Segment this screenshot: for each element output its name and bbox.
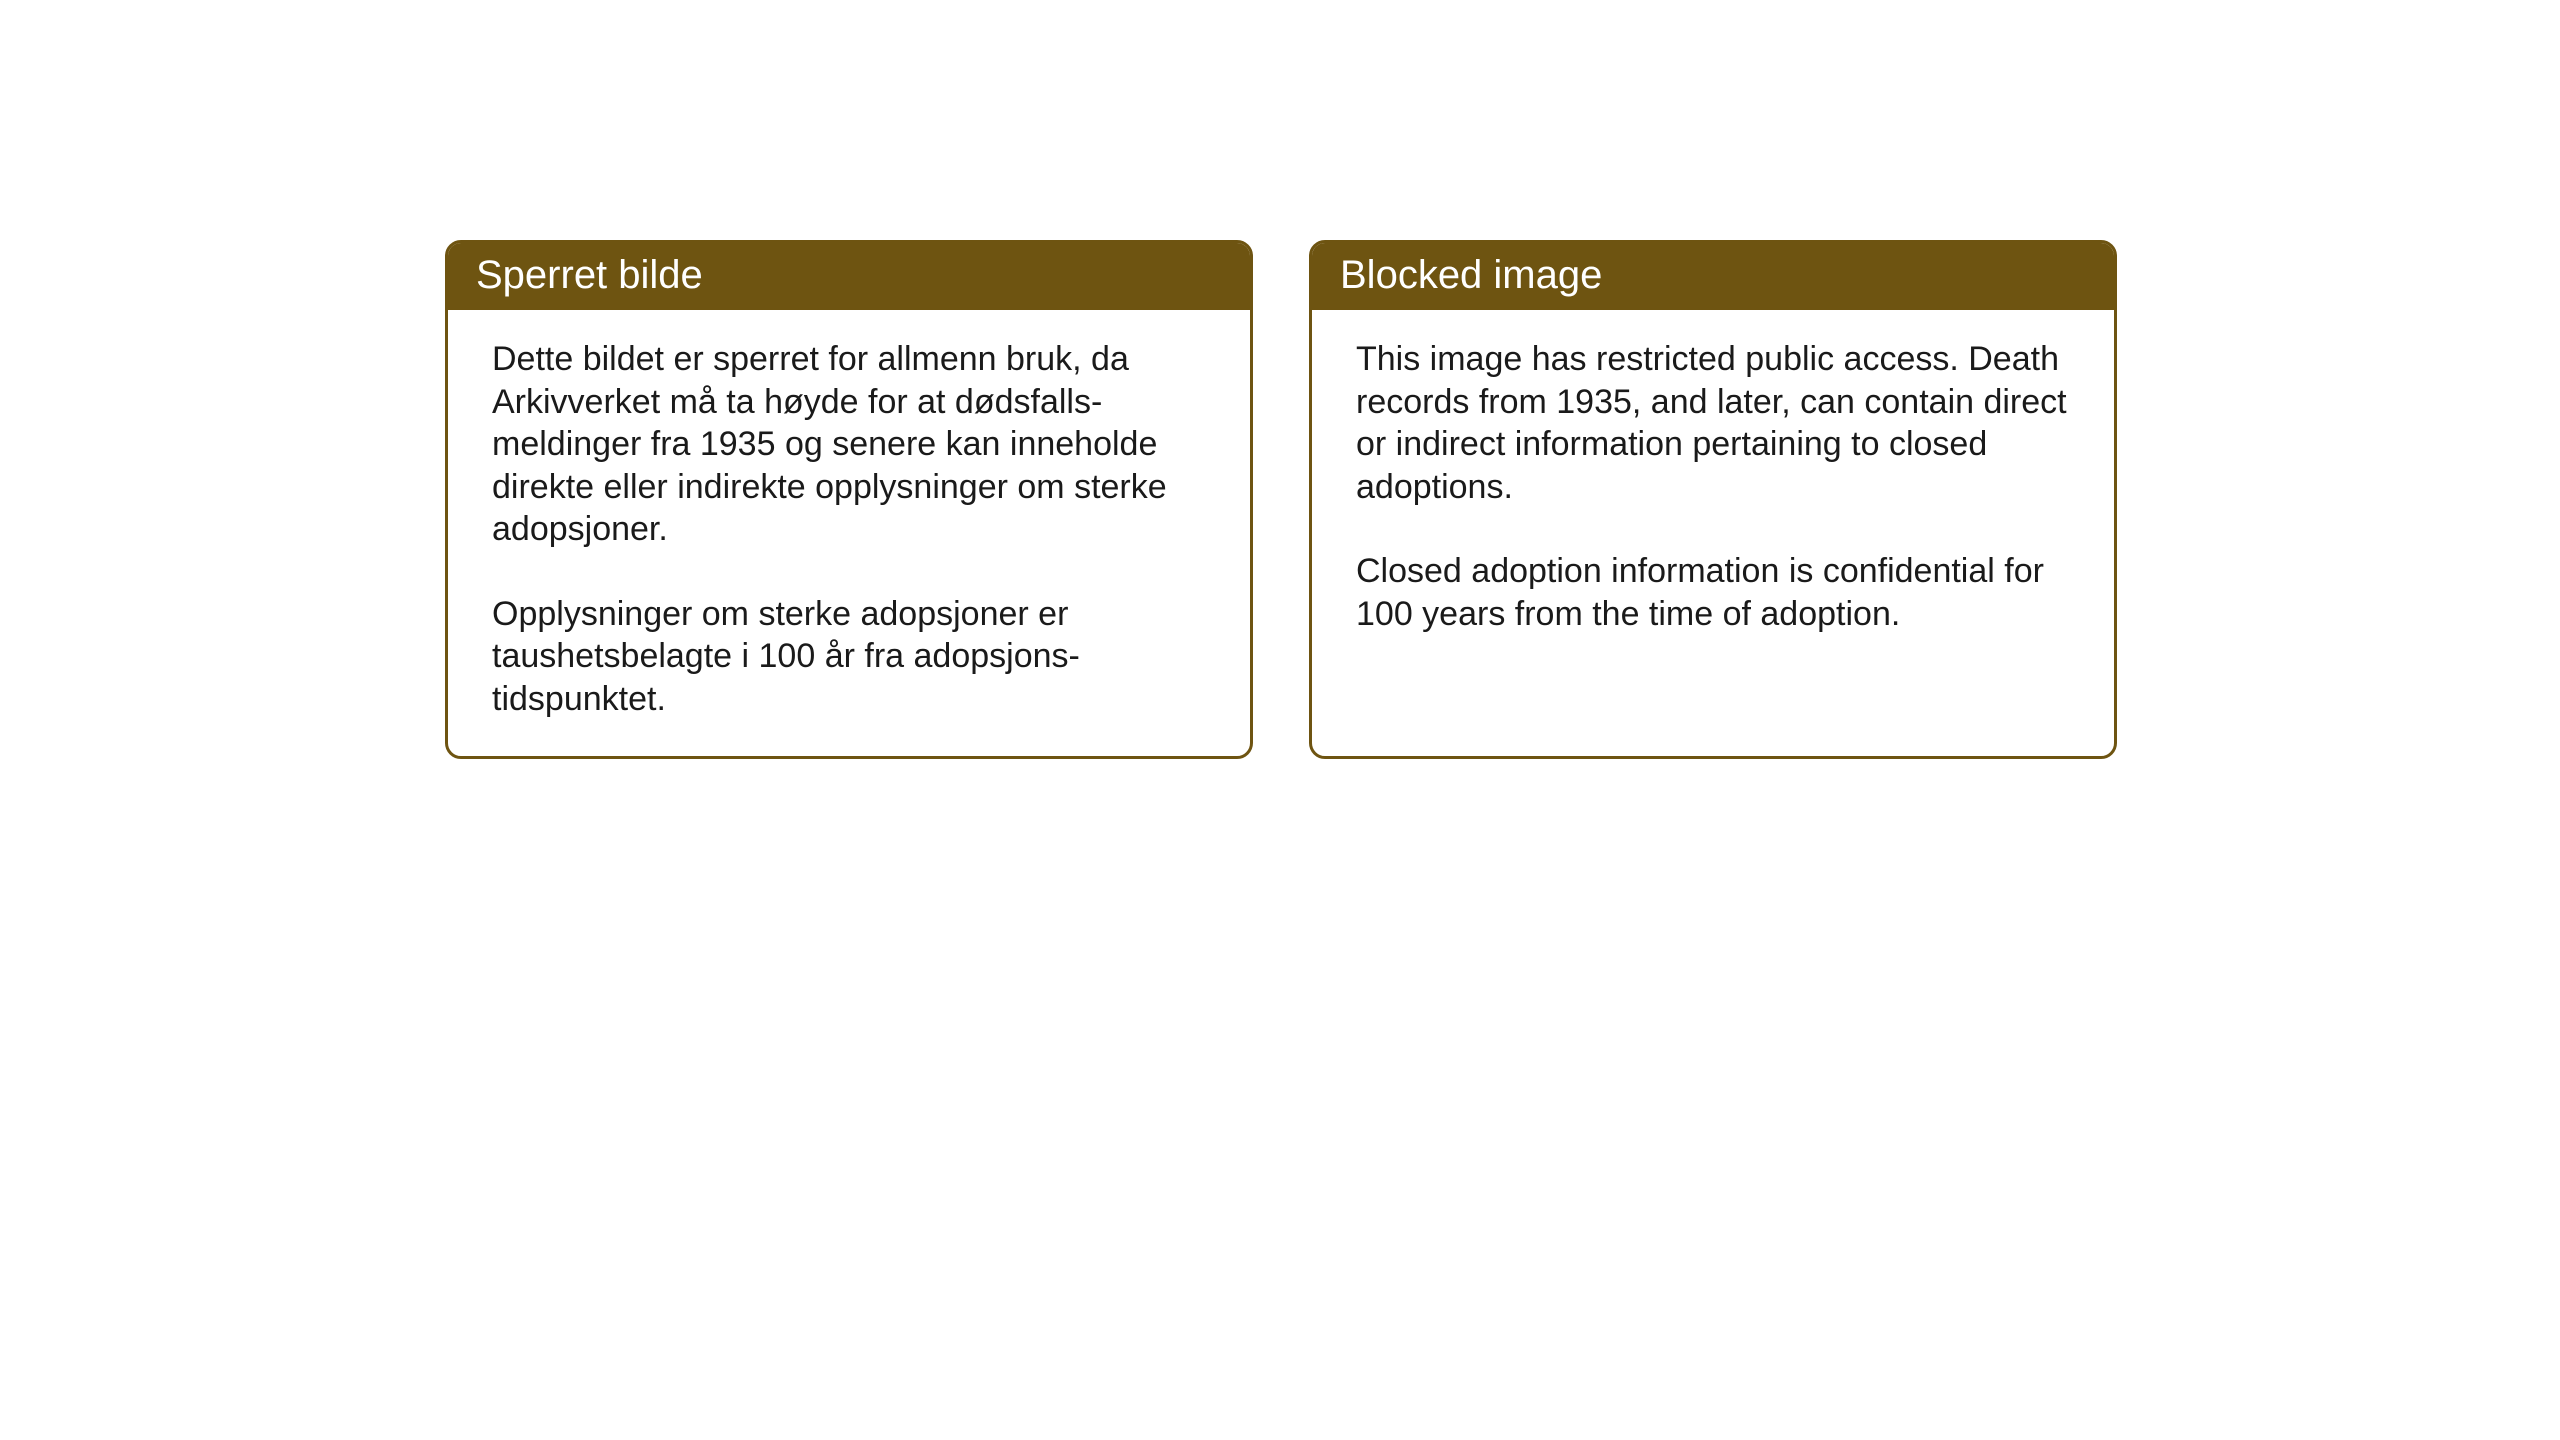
notice-paragraph-2-english: Closed adoption information is confident…: [1356, 550, 2070, 635]
notice-title-norwegian: Sperret bilde: [476, 253, 1222, 298]
notice-container: Sperret bilde Dette bildet er sperret fo…: [445, 240, 2117, 759]
notice-paragraph-1-english: This image has restricted public access.…: [1356, 338, 2070, 508]
notice-body-norwegian: Dette bildet er sperret for allmenn bruk…: [448, 310, 1250, 756]
notice-header-norwegian: Sperret bilde: [448, 243, 1250, 310]
notice-title-english: Blocked image: [1340, 253, 2086, 298]
notice-paragraph-1-norwegian: Dette bildet er sperret for allmenn bruk…: [492, 338, 1206, 551]
notice-card-norwegian: Sperret bilde Dette bildet er sperret fo…: [445, 240, 1253, 759]
notice-paragraph-2-norwegian: Opplysninger om sterke adopsjoner er tau…: [492, 593, 1206, 721]
notice-header-english: Blocked image: [1312, 243, 2114, 310]
notice-body-english: This image has restricted public access.…: [1312, 310, 2114, 752]
notice-card-english: Blocked image This image has restricted …: [1309, 240, 2117, 759]
